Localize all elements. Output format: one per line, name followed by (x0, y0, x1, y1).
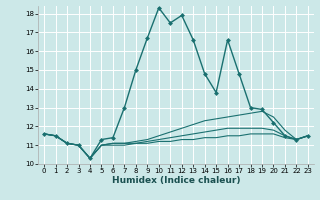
X-axis label: Humidex (Indice chaleur): Humidex (Indice chaleur) (112, 176, 240, 185)
